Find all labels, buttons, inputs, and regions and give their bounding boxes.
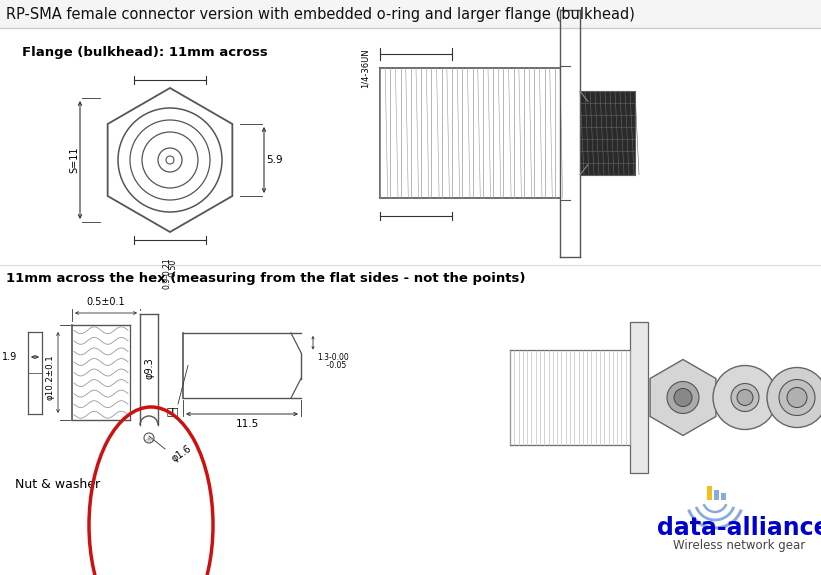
Text: 1.9: 1.9	[2, 352, 17, 362]
Circle shape	[737, 389, 753, 405]
Circle shape	[731, 384, 759, 412]
Text: Wireless network gear: Wireless network gear	[673, 539, 805, 552]
Polygon shape	[650, 359, 716, 435]
Text: 插针: 插针	[167, 406, 179, 416]
Text: φ1.6: φ1.6	[170, 444, 194, 465]
Circle shape	[674, 389, 692, 407]
Bar	[630, 322, 648, 473]
Text: -0.05: -0.05	[317, 361, 346, 370]
Circle shape	[713, 366, 777, 430]
Text: Flange (bulkhead): 11mm across: Flange (bulkhead): 11mm across	[22, 46, 268, 59]
Text: -0.50: -0.50	[169, 260, 178, 289]
Circle shape	[667, 381, 699, 413]
Ellipse shape	[787, 388, 807, 408]
Text: RP-SMA female connector version with embedded o-ring and larger flange (bulkhead: RP-SMA female connector version with emb…	[6, 6, 635, 21]
Text: 11mm across the hex (measuring from the flat sides - not the points): 11mm across the hex (measuring from the …	[6, 272, 525, 285]
Bar	[714, 490, 719, 500]
Text: φ9.3: φ9.3	[144, 357, 154, 379]
Bar	[721, 493, 726, 500]
Text: Nut & washer: Nut & washer	[16, 478, 100, 491]
Text: φ10.2±0.1: φ10.2±0.1	[45, 354, 54, 400]
Text: 0.9-0.21: 0.9-0.21	[162, 258, 171, 289]
Text: S=11: S=11	[69, 147, 79, 173]
Text: 5.9: 5.9	[266, 155, 282, 165]
Text: 1.3-0.00: 1.3-0.00	[317, 352, 349, 362]
Text: 11.5: 11.5	[236, 419, 259, 429]
Ellipse shape	[767, 367, 821, 427]
Ellipse shape	[779, 380, 815, 416]
Bar	[580, 91, 635, 175]
Text: 1/4-36UN: 1/4-36UN	[360, 48, 369, 87]
FancyBboxPatch shape	[0, 28, 821, 575]
Text: 0.5±0.1: 0.5±0.1	[87, 297, 126, 307]
Text: data-alliance: data-alliance	[657, 516, 821, 540]
Bar	[707, 486, 712, 500]
Bar	[0, 0, 821, 28]
